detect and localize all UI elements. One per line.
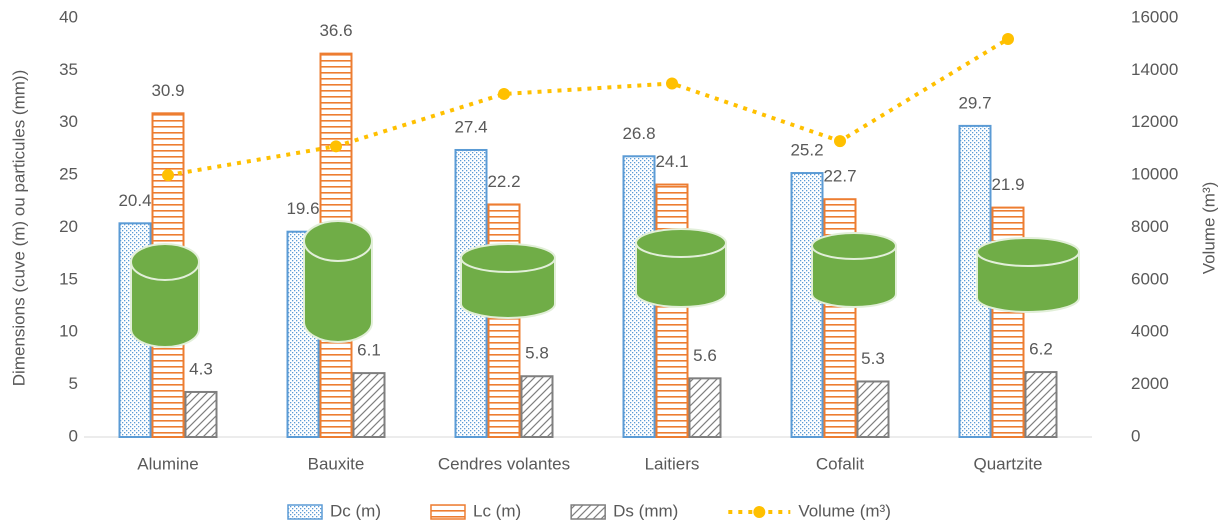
y2-tick-label: 14000 — [1131, 60, 1178, 79]
bar — [520, 375, 554, 438]
marker — [162, 169, 174, 182]
y2-tick-label: 16000 — [1131, 7, 1178, 26]
bar — [184, 390, 218, 438]
data-label: 19.6 — [286, 199, 319, 218]
y-tick-label: 10 — [59, 322, 78, 341]
marker — [1002, 32, 1014, 45]
data-label: 20.4 — [118, 191, 151, 210]
data-label: 27.4 — [454, 117, 487, 136]
data-label: 6.1 — [357, 341, 381, 360]
y2-tick-label: 2000 — [1131, 374, 1169, 393]
data-label: 30.9 — [151, 81, 184, 100]
data-label: 4.3 — [189, 359, 213, 378]
data-label: 24.1 — [655, 152, 688, 171]
bar — [856, 380, 890, 439]
cylinder — [460, 243, 556, 319]
legend-item: Lc (m) — [430, 501, 521, 520]
y-axis-title: Dimensions (cuve (m) ou particules (mm)) — [9, 70, 28, 386]
plot-area: 0 5 10 15 20 25 30 35 40 0 2000 4000 6000 8000 10000 12… — [59, 7, 1178, 473]
y-tick-label: 0 — [69, 426, 78, 445]
cylinders — [130, 220, 1080, 348]
line — [167, 37, 1010, 178]
cylinder — [635, 228, 727, 308]
data-label: 6.2 — [1029, 340, 1053, 359]
bar — [487, 203, 521, 438]
legend-item: Dc (m) — [287, 501, 381, 520]
data-label: 5.8 — [525, 344, 549, 363]
cylinder — [976, 237, 1080, 313]
cylinder — [130, 243, 200, 348]
legend-marker — [753, 506, 766, 518]
data-label: 21.9 — [991, 175, 1024, 194]
y-tick-label: 15 — [59, 269, 78, 288]
legend-swatch — [570, 504, 606, 520]
legend-item: Volume (m³) — [728, 501, 891, 520]
overlay: 20.4 19.6 27.4 26.8 25.2 29.7 30.9 36.6 22.2 24.1… — [118, 21, 1052, 520]
y2-tick-label: 8000 — [1131, 217, 1169, 236]
data-label: 5.3 — [861, 349, 885, 368]
y2-tick-label: 4000 — [1131, 322, 1169, 341]
x-tick-label: Cendres volantes — [438, 454, 570, 473]
marker — [498, 87, 510, 100]
legend-swatch — [430, 504, 466, 520]
x-tick-label: Bauxite — [308, 454, 365, 473]
y-tick-label: 30 — [59, 112, 78, 131]
y2-tick-label: 0 — [1131, 426, 1140, 445]
y2-tick-label: 12000 — [1131, 112, 1178, 131]
x-tick-label: Cofalit — [816, 454, 864, 473]
legend-label: Volume (m³) — [798, 501, 891, 520]
data-label: 36.6 — [319, 21, 352, 40]
cylinder — [811, 232, 897, 308]
y2-tick-label: 10000 — [1131, 165, 1178, 184]
marker — [834, 135, 846, 148]
legend-label: Lc (m) — [473, 501, 521, 520]
x-tick-label: Alumine — [137, 454, 198, 473]
y2-tick-label: 6000 — [1131, 269, 1169, 288]
x-tick-label: Quartzite — [974, 454, 1043, 473]
data-label: 26.8 — [622, 124, 655, 143]
bar — [352, 372, 386, 439]
legend-label: Dc (m) — [330, 501, 381, 520]
y2-axis-title: Volume (m³) — [1199, 182, 1218, 275]
bar — [1024, 371, 1058, 438]
y-tick-label: 20 — [59, 217, 78, 236]
bar — [790, 172, 824, 438]
data-label: 29.7 — [958, 93, 991, 112]
bar — [655, 183, 689, 438]
data-label: 22.2 — [487, 172, 520, 191]
bar — [688, 377, 722, 438]
legend-label: Ds (mm) — [613, 501, 678, 520]
y-tick-label: 40 — [59, 7, 78, 26]
marker — [666, 77, 678, 90]
legend-item: Ds (mm) — [570, 501, 678, 520]
y-tick-label: 35 — [59, 60, 78, 79]
legend-swatch — [287, 504, 323, 520]
x-tick-label: Laitiers — [645, 454, 700, 473]
data-label: 22.7 — [823, 167, 856, 186]
data-label: 5.6 — [693, 346, 717, 365]
marker — [330, 140, 342, 153]
y-tick-label: 5 — [69, 374, 78, 393]
cylinder — [303, 220, 373, 343]
data-label: 25.2 — [790, 141, 823, 160]
y-tick-label: 25 — [59, 165, 78, 184]
